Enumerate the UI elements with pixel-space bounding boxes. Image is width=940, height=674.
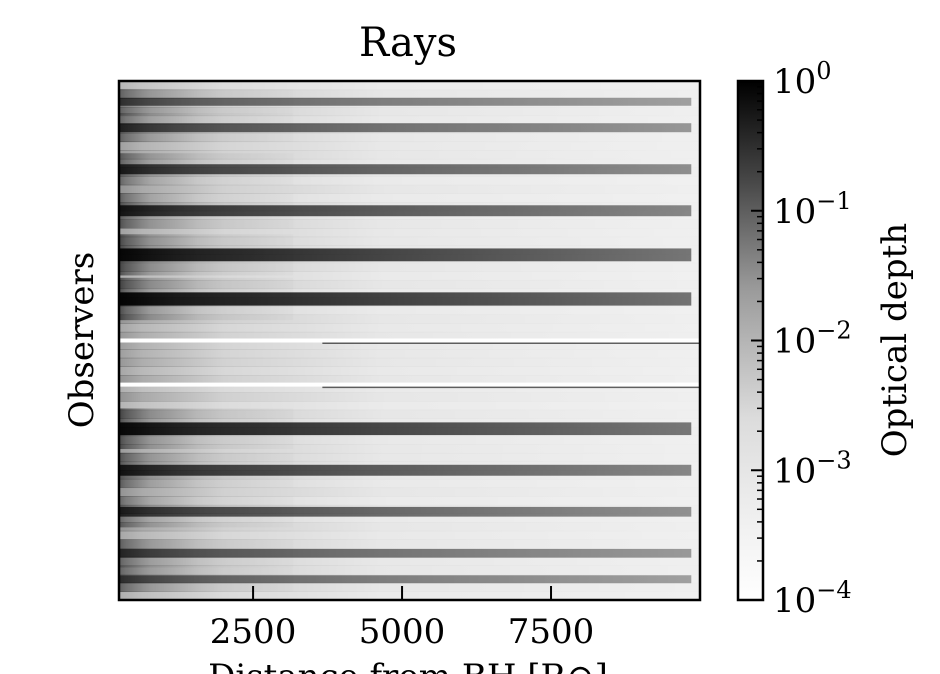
ray-row (119, 305, 700, 316)
ray-row (119, 331, 700, 341)
observer-band-edge (322, 342, 700, 344)
ray-row (119, 158, 700, 168)
ray-row (119, 184, 700, 194)
observer-band (119, 575, 692, 584)
colorbar-tick-label: 10−2 (773, 317, 852, 362)
ray-row (119, 81, 700, 91)
colorbar-tick-label: 10−1 (773, 187, 852, 232)
ray-row (119, 228, 700, 238)
ray-row (119, 349, 700, 359)
observer-band (119, 123, 692, 133)
ray-row (119, 383, 700, 393)
observer-band-halo (119, 88, 294, 115)
observer-band-halo (119, 113, 294, 143)
chart-title: Rays (359, 20, 457, 66)
ray-row (119, 435, 700, 445)
colorbar-tick-label: 10−4 (773, 576, 852, 621)
observer-band-clear (119, 338, 700, 343)
ray-row (119, 340, 700, 350)
x-tick-label: 2500 (210, 612, 297, 652)
observer-band (119, 164, 692, 175)
ray-row (119, 478, 700, 489)
observer-band-halo (119, 193, 294, 229)
ray-row (119, 132, 700, 143)
observer-band-clear (119, 382, 700, 387)
ray-row (119, 556, 700, 566)
colorbar-tick-label: 100 (773, 57, 832, 102)
ray-row (119, 106, 700, 117)
observer-band-halo (119, 234, 294, 276)
ray-row (119, 314, 700, 324)
x-axis: 2500 5000 7500 (210, 586, 594, 652)
ray-row (119, 591, 700, 600)
observer-band-halo (119, 277, 294, 321)
ray-row (119, 487, 700, 497)
x-tick-label: 5000 (359, 612, 446, 652)
observer-band (119, 548, 692, 558)
x-tick-label: 7500 (508, 612, 595, 652)
colorbar: 100 10−1 10−2 10−3 10−4 (736, 57, 852, 621)
observer-band-halo (119, 496, 294, 528)
observer-band-halo (119, 539, 294, 568)
observer-band (119, 464, 692, 476)
ray-row (119, 452, 700, 463)
ray-row (119, 176, 700, 186)
ray-row (119, 409, 700, 419)
ray-row (119, 522, 700, 532)
ray-row (119, 401, 700, 411)
ray-row (119, 219, 700, 229)
ray-row (119, 530, 700, 540)
observer-band-halo (119, 452, 294, 488)
ray-row (119, 193, 700, 203)
x-axis-label: Distance from BH [R⊙] (208, 657, 608, 674)
observer-band (119, 506, 692, 517)
ray-row (119, 115, 700, 125)
ray-row (119, 366, 700, 376)
observer-band-edge (322, 386, 700, 389)
heatmap-area (119, 81, 700, 600)
ray-row (119, 357, 700, 367)
observer-band-halo (119, 408, 294, 450)
ray-row (119, 271, 700, 281)
y-axis-label: Observers (62, 252, 102, 429)
ray-row (119, 444, 700, 454)
ray-row (119, 539, 700, 549)
observer-band-halo (119, 153, 294, 186)
ray-row (119, 582, 700, 592)
ray-row (119, 150, 700, 160)
ray-row (119, 513, 700, 523)
ray-row (119, 496, 700, 506)
ray-row (119, 141, 700, 151)
ray-row (119, 565, 700, 575)
ray-row (119, 89, 700, 99)
observer-band (119, 97, 692, 106)
colorbar-tick-label: 10−3 (773, 446, 852, 491)
plot-frame (117, 79, 702, 602)
ray-row (119, 375, 700, 385)
ray-row (119, 392, 700, 402)
ray-row (119, 236, 700, 246)
ray-row (119, 262, 700, 272)
observer-band-halo (119, 566, 294, 593)
ray-row (119, 279, 700, 290)
observer-band (119, 205, 692, 217)
colorbar-label: Optical depth (875, 223, 915, 457)
ray-row (119, 323, 700, 333)
